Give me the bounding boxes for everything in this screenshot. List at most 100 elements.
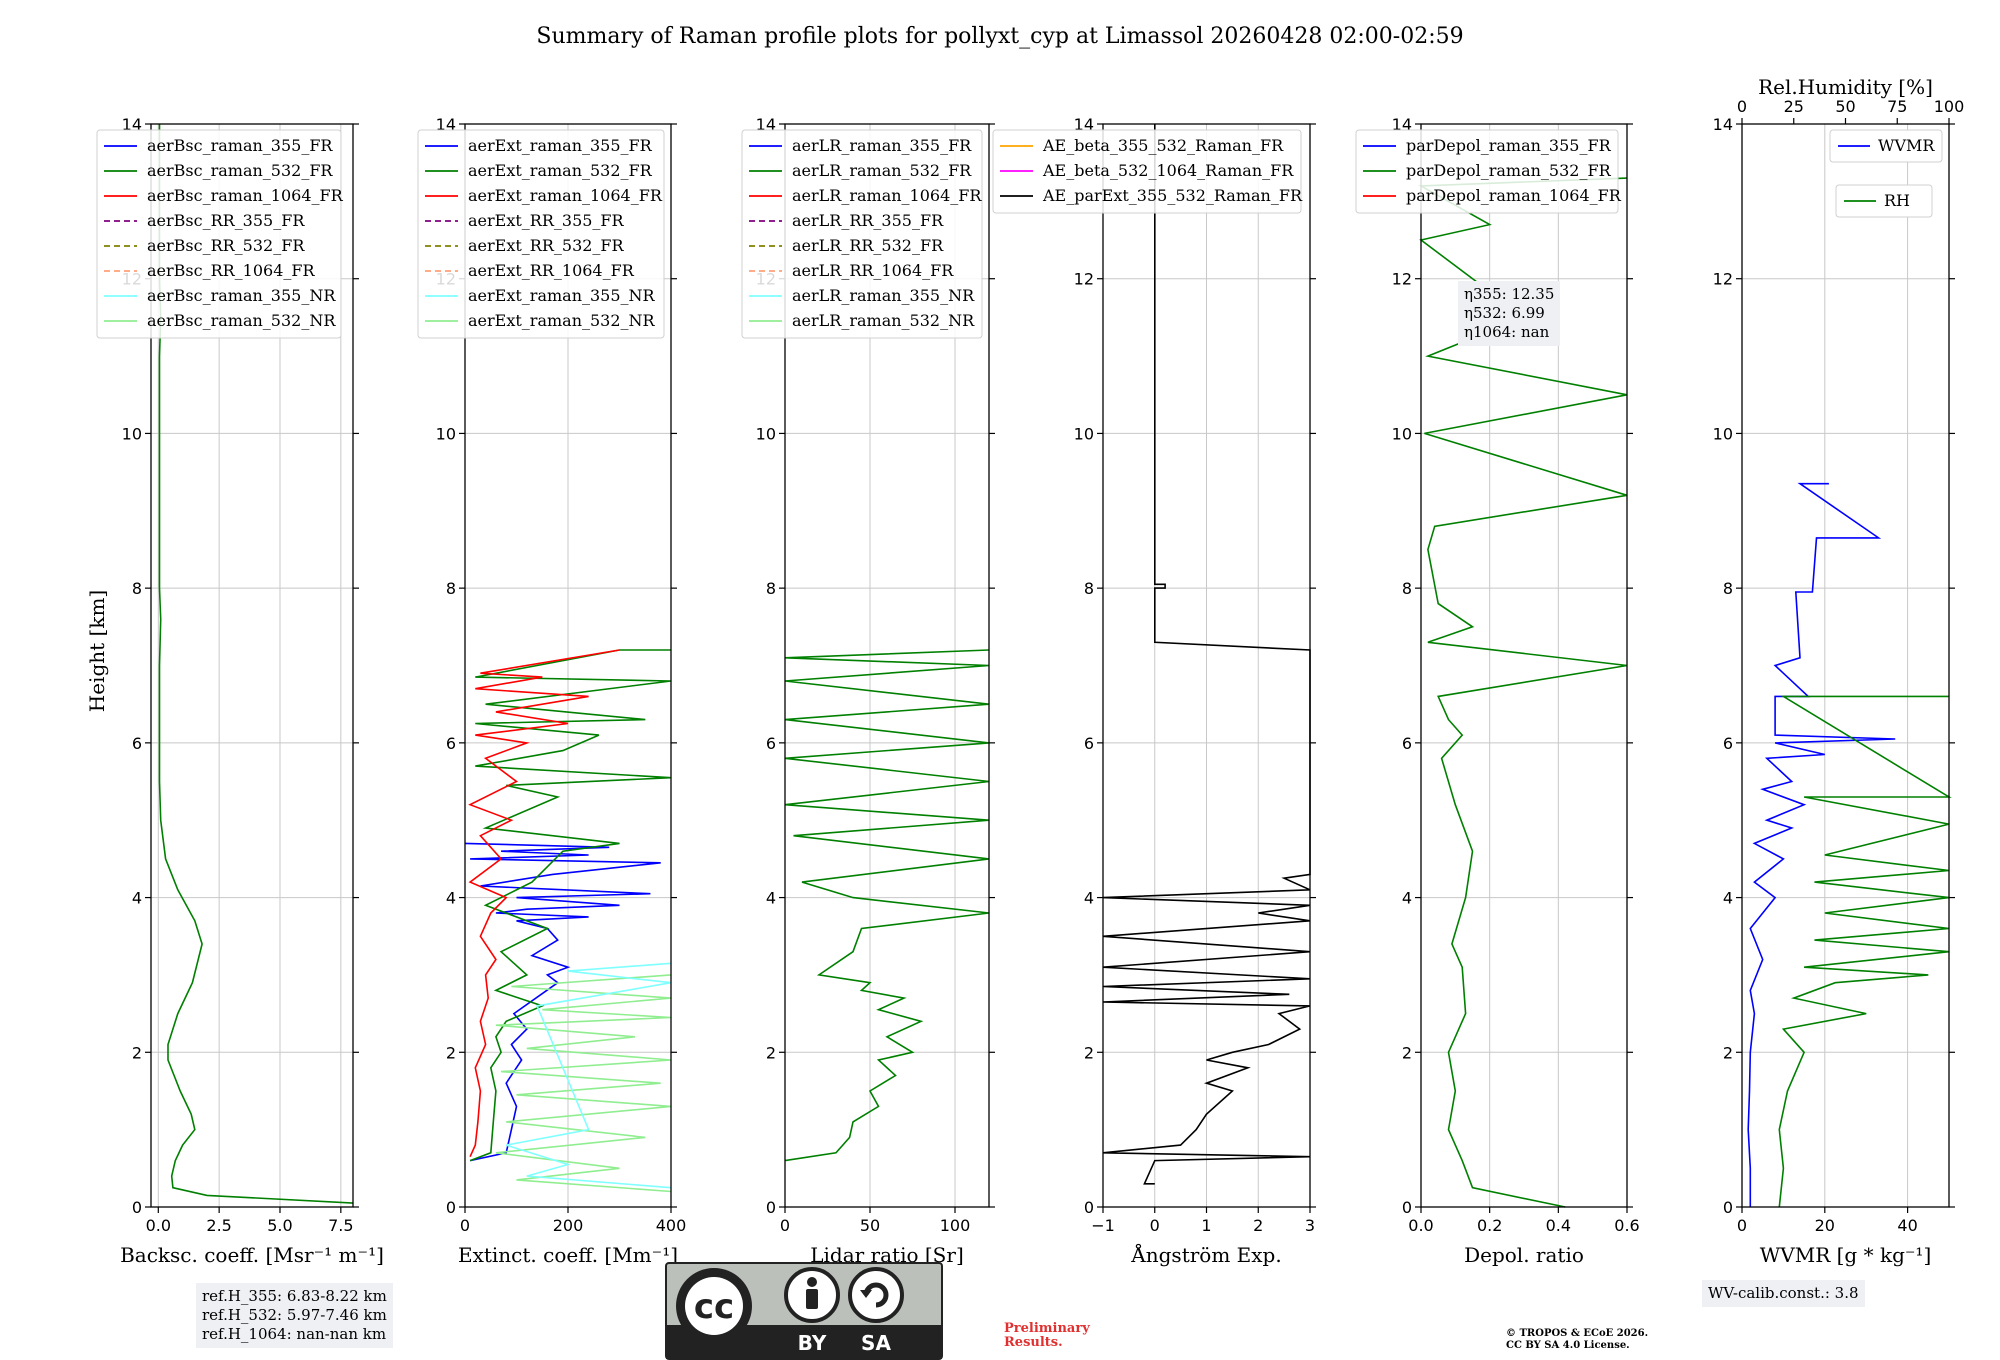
y-tick-label: 2 xyxy=(766,1043,776,1062)
x-tick-label: 2.5 xyxy=(206,1216,231,1235)
series-aerExt_raman_532_FR xyxy=(469,649,672,1162)
x-tick-label: 100 xyxy=(940,1216,971,1235)
x-axis-label: WVMR [g * kg⁻¹] xyxy=(1760,1243,1932,1267)
axes-frame xyxy=(150,123,354,1208)
legend-entry: aerExt_RR_355_FR xyxy=(468,211,625,230)
y-tick-label: 8 xyxy=(766,579,776,598)
ref-h-355: ref.H_355: 6.83-8.22 km xyxy=(202,1287,387,1305)
series-RH xyxy=(1778,695,1952,1208)
x-tick-label: 0.0 xyxy=(1408,1216,1433,1235)
eta-1064: η1064: nan xyxy=(1464,323,1550,341)
top-axis-label: Rel.Humidity [%] xyxy=(1758,75,1933,99)
legend-entry: aerBsc_RR_532_FR xyxy=(147,236,305,255)
series-aerExt_raman_1064_FR xyxy=(468,649,620,1158)
y-tick-label: 10 xyxy=(122,424,142,443)
y-tick-label: 0 xyxy=(446,1198,456,1217)
x-tick-label: 0 xyxy=(1150,1216,1160,1235)
panel-dep: 0 2 4 6 8 10 12 14 0.0 0.2 0.4 0.6 Depol. ratio parDe… xyxy=(1355,115,1640,1267)
eta-355: η355: 12.35 xyxy=(1464,285,1555,303)
axes-frame xyxy=(1420,123,1628,1208)
legend-entry: aerBsc_raman_532_NR xyxy=(147,311,336,330)
legend-entry: aerBsc_raman_355_FR xyxy=(147,136,333,155)
legend-entry: aerLR_RR_1064_FR xyxy=(792,261,954,280)
series-aerBsc_raman_532_FR xyxy=(158,124,354,1204)
x-axis-label: Depol. ratio xyxy=(1464,1243,1584,1267)
x-tick-label: 400 xyxy=(656,1216,687,1235)
top-tick-label: 0 xyxy=(1737,97,1747,116)
eta-annotation: η355: 12.35 η532: 6.99 η1064: nan xyxy=(1458,281,1561,346)
legend-wv-1: RH xyxy=(1835,184,1933,218)
x-tick-label: −1 xyxy=(1091,1216,1115,1235)
x-tick-label: 40 xyxy=(1897,1216,1917,1235)
legend-entry: AE_beta_532_1064_Raman_FR xyxy=(1042,161,1294,180)
x-tick-label: 0 xyxy=(780,1216,790,1235)
badge-sa-label: SA xyxy=(861,1331,891,1355)
figure-title: Summary of Raman profile plots for polly… xyxy=(536,24,1463,49)
ref-height-box: ref.H_355: 6.83-8.22 km ref.H_532: 5.97-… xyxy=(196,1283,393,1348)
x-tick-label: 0.0 xyxy=(146,1216,171,1235)
y-tick-label: 12 xyxy=(1074,270,1094,289)
y-tick-label: 10 xyxy=(756,424,776,443)
y-tick-label: 8 xyxy=(132,579,142,598)
ref-h-1064: ref.H_1064: nan-nan km xyxy=(202,1325,387,1343)
ref-h-532: ref.H_532: 5.97-7.46 km xyxy=(202,1306,387,1324)
legend-entry: aerBsc_raman_532_FR xyxy=(147,161,333,180)
legend-entry: AE_beta_355_532_Raman_FR xyxy=(1042,136,1284,155)
y-tick-label: 0 xyxy=(132,1198,142,1217)
legend-entry: parDepol_raman_355_FR xyxy=(1406,136,1612,155)
legend-entry: aerExt_raman_1064_FR xyxy=(468,186,663,205)
legend-entry: aerLR_raman_355_NR xyxy=(792,286,975,305)
x-tick-label: 50 xyxy=(860,1216,880,1235)
y-tick-label: 2 xyxy=(1402,1043,1412,1062)
series-parDepol_raman_532_FR xyxy=(1418,177,1628,1208)
legend-entry: aerExt_raman_355_FR xyxy=(468,136,653,155)
y-axis-label: Height [km] xyxy=(85,590,109,712)
x-tick-label: 3 xyxy=(1305,1216,1315,1235)
legend-entry: aerLR_RR_532_FR xyxy=(792,236,944,255)
series-aerLR_raman_532_FR xyxy=(784,649,990,1162)
y-tick-label: 2 xyxy=(1084,1043,1094,1062)
y-tick-label: 12 xyxy=(1713,270,1733,289)
preliminary-note: Preliminary Results. xyxy=(1004,1321,1090,1350)
series-aerExt_raman_532_NR xyxy=(495,974,672,1193)
y-tick-label: 4 xyxy=(1084,889,1094,908)
axes-frame xyxy=(784,123,990,1208)
copyright-note: © TROPOS & ECoE 2026. CC BY SA 4.0 Licen… xyxy=(1506,1328,1649,1351)
legend-lr: aerLR_raman_355_FR aerLR_raman_532_FR aerL… xyxy=(741,129,983,339)
y-tick-label: 2 xyxy=(1723,1043,1733,1062)
y-tick-label: 6 xyxy=(1402,734,1412,753)
legend-entry: WVMR xyxy=(1878,136,1935,155)
x-tick-label: 0.2 xyxy=(1477,1216,1502,1235)
x-axis-label: Backsc. coeff. [Msr⁻¹ m⁻¹] xyxy=(120,1243,384,1267)
top-tick-label: 25 xyxy=(1784,97,1804,116)
y-tick-label: 2 xyxy=(132,1043,142,1062)
y-tick-label: 4 xyxy=(446,889,456,908)
x-tick-label: 0.4 xyxy=(1546,1216,1571,1235)
panel-ext: 024681012140200400Extinct. coeff. [Mm⁻¹]… xyxy=(417,115,687,1267)
y-tick-label: 6 xyxy=(766,734,776,753)
series-aerExt_raman_355_FR xyxy=(464,842,661,1162)
legend-entry: aerExt_raman_355_NR xyxy=(468,286,656,305)
y-tick-label: 8 xyxy=(1723,579,1733,598)
y-tick-label: 14 xyxy=(122,115,142,134)
y-tick-label: 0 xyxy=(1084,1198,1094,1217)
y-tick-label: 10 xyxy=(1074,424,1094,443)
y-tick-label: 10 xyxy=(1713,424,1733,443)
x-axis-label: Extinct. coeff. [Mm⁻¹] xyxy=(458,1243,678,1267)
legend-entry: aerExt_RR_532_FR xyxy=(468,236,625,255)
y-tick-label: 6 xyxy=(1723,734,1733,753)
x-tick-label: 5.0 xyxy=(267,1216,292,1235)
badge-by-label: BY xyxy=(798,1331,827,1355)
legend-ae: AE_beta_355_532_Raman_FR AE_beta_532_1064… xyxy=(992,129,1303,214)
y-tick-label: 4 xyxy=(132,889,142,908)
top-tick-label: 100 xyxy=(1934,97,1965,116)
panel-lr: 02468101214050100Lidar ratio [Sr]aerLR_r… xyxy=(741,115,995,1267)
y-tick-label: 4 xyxy=(1402,889,1412,908)
y-tick-label: 4 xyxy=(1723,889,1733,908)
series-aerExt_raman_355_NR xyxy=(505,962,672,1189)
legend-entry: aerExt_RR_1064_FR xyxy=(468,261,635,280)
cc-license-badge: cc BY SA xyxy=(665,1262,943,1360)
